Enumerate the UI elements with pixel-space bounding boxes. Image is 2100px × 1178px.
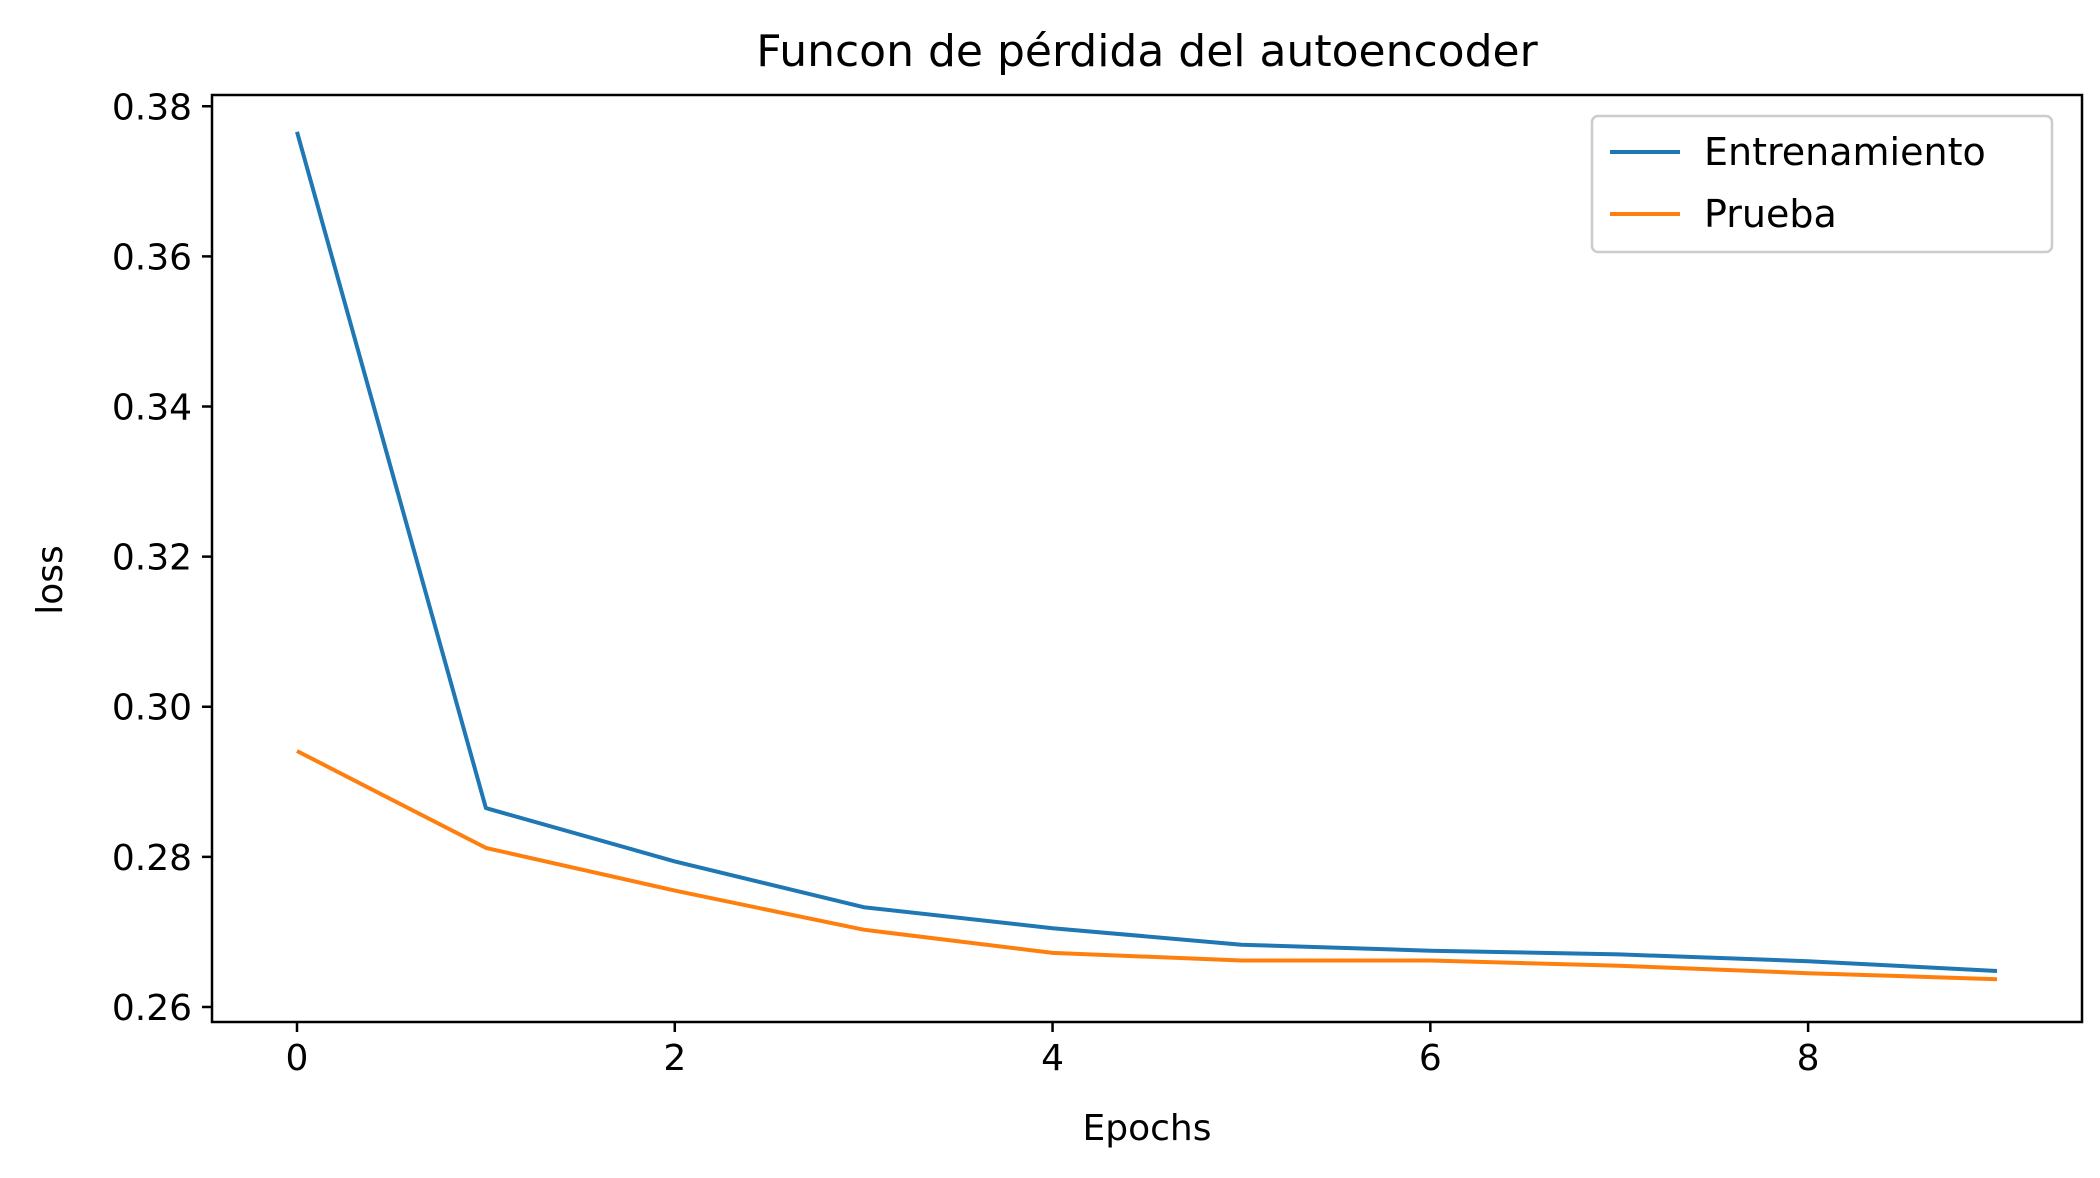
chart-title: Funcon de pérdida del autoencoder [756, 26, 1538, 77]
legend-box [1590, 114, 2054, 254]
y-tick-label: 0.38 [112, 87, 192, 128]
y-tick-label: 0.32 [112, 538, 192, 579]
y-axis-ticks: 0.26 0.28 0.30 0.32 0.34 0.36 0.38 [112, 87, 212, 1029]
x-tick-label: 8 [1797, 1038, 1820, 1079]
x-axis-ticks: 0 2 4 6 8 [286, 1022, 1820, 1079]
legend: Entrenamiento Prueba [1590, 114, 2054, 254]
series-layer [295, 131, 1998, 982]
y-tick-label: 0.28 [112, 838, 192, 879]
series-line-1 [295, 131, 1998, 973]
y-tick-label: 0.26 [112, 988, 192, 1029]
x-tick-label: 6 [1419, 1038, 1442, 1079]
x-tick-label: 0 [286, 1038, 309, 1079]
plot-frame [210, 93, 2084, 1024]
y-tick-label: 0.36 [112, 237, 192, 278]
y-tick-label: 0.34 [112, 388, 192, 429]
x-tick-label: 4 [1041, 1038, 1064, 1079]
y-axis-label: loss [30, 545, 71, 615]
legend-label: Entrenamiento [1704, 130, 1986, 174]
legend-label: Prueba [1704, 192, 1837, 236]
x-axis-label: Epochs [1083, 1108, 1212, 1149]
series-line-2 [296, 749, 1998, 982]
x-tick-label: 2 [663, 1038, 686, 1079]
y-tick-label: 0.30 [112, 688, 192, 729]
